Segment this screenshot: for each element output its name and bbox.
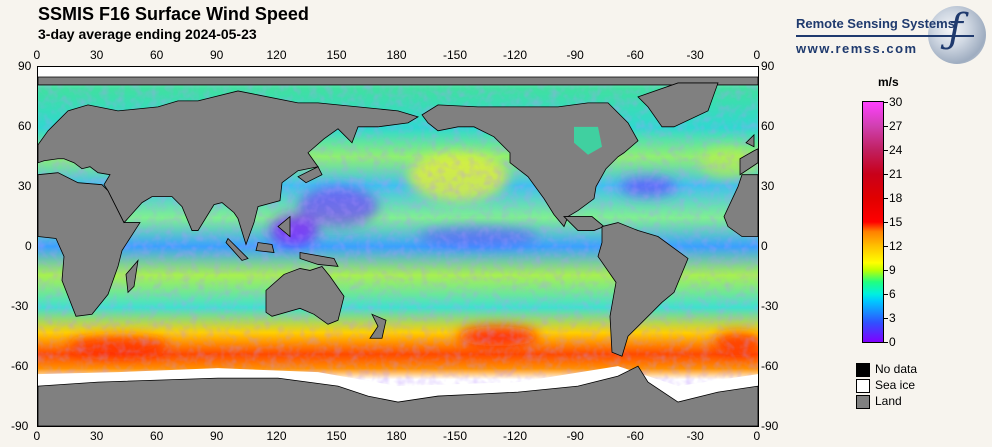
lon-label-bottom: 180 xyxy=(386,429,407,443)
lon-label-top: -120 xyxy=(503,48,528,62)
colorbar-tick-label: 30 xyxy=(889,95,903,109)
logo-name: Remote Sensing Systems xyxy=(796,16,955,31)
map-subtitle: 3-day average ending 2024-05-23 xyxy=(38,26,257,42)
colorbar-tick xyxy=(883,150,888,151)
lon-label-bottom: -150 xyxy=(443,429,468,443)
lon-label-bottom: -60 xyxy=(626,429,644,443)
lat-label-left: 30 xyxy=(18,179,32,193)
lon-label-top: -90 xyxy=(566,48,584,62)
colorbar-tick-label: 9 xyxy=(889,263,896,277)
colorbar-tick xyxy=(883,342,888,343)
map-title: SSMIS F16 Surface Wind Speed xyxy=(38,4,309,24)
wind-speed-map xyxy=(37,66,759,427)
lon-label-bottom: 60 xyxy=(150,429,164,443)
lon-label-bottom: -90 xyxy=(566,429,584,443)
legend-label: Sea ice xyxy=(875,378,916,392)
lon-label-top: 0 xyxy=(753,48,761,62)
legend-label: No data xyxy=(875,362,918,376)
colorbar-tick xyxy=(883,318,888,319)
colorbar-tick xyxy=(883,126,888,127)
lon-label-bottom: 150 xyxy=(326,429,347,443)
hudson-bay xyxy=(574,126,602,155)
lat-label-left: 0 xyxy=(25,239,32,253)
legend-label: Land xyxy=(875,394,902,408)
lon-label-top: 150 xyxy=(326,48,347,62)
colorbar xyxy=(862,101,884,343)
sea-ice-swatch xyxy=(856,379,870,393)
lat-label-right: 60 xyxy=(761,119,775,133)
lon-label-top: 0 xyxy=(33,48,41,62)
colorbar-tick-label: 15 xyxy=(889,215,903,229)
colorbar-tick-label: 0 xyxy=(889,335,896,349)
colorbar-tick xyxy=(883,222,888,223)
lat-label-right: -30 xyxy=(761,299,779,313)
lat-label-right: 30 xyxy=(761,179,775,193)
colorbar-tick-label: 27 xyxy=(889,119,903,133)
lon-label-top: 120 xyxy=(266,48,287,62)
colorbar-tick-label: 6 xyxy=(889,287,896,301)
colorbar-unit: m/s xyxy=(878,75,899,89)
lon-label-bottom: -30 xyxy=(686,429,704,443)
land xyxy=(38,76,758,426)
integral-icon: ƒ xyxy=(948,6,963,52)
lat-label-left: 90 xyxy=(18,59,32,73)
lat-label-left: 60 xyxy=(18,119,32,133)
colorbar-tick xyxy=(883,174,888,175)
lon-label-bottom: 120 xyxy=(266,429,287,443)
lat-label-left: -90 xyxy=(11,419,29,433)
colorbar-tick xyxy=(883,246,888,247)
colorbar-tick-label: 18 xyxy=(889,191,903,205)
lat-label-right: -60 xyxy=(761,359,779,373)
logo-url: www.remss.com xyxy=(796,41,918,56)
lat-label-right: -90 xyxy=(761,419,779,433)
lon-label-bottom: 90 xyxy=(210,429,224,443)
colorbar-tick xyxy=(883,294,888,295)
colorbar-tick-label: 21 xyxy=(889,167,903,181)
lon-label-top: 30 xyxy=(90,48,104,62)
colorbar-tick xyxy=(883,270,888,271)
colorbar-tick xyxy=(883,198,888,199)
rss-logo[interactable]: ƒ Remote Sensing Systems www.remss.com xyxy=(790,4,990,66)
lon-label-bottom: 0 xyxy=(33,429,41,443)
logo-divider xyxy=(796,35,974,37)
lat-label-right: 90 xyxy=(761,59,775,73)
lon-label-bottom: -120 xyxy=(503,429,528,443)
lon-label-top: -60 xyxy=(626,48,644,62)
lon-label-top: 90 xyxy=(210,48,224,62)
colorbar-tick-label: 24 xyxy=(889,143,903,157)
lon-label-bottom: 0 xyxy=(753,429,761,443)
lon-label-bottom: 30 xyxy=(90,429,104,443)
lat-label-left: -30 xyxy=(11,299,29,313)
land-swatch xyxy=(856,395,870,409)
lat-label-left: -60 xyxy=(11,359,29,373)
lon-label-top: 60 xyxy=(150,48,164,62)
colorbar-tick-label: 3 xyxy=(889,311,896,325)
lat-label-right: 0 xyxy=(761,239,768,253)
lon-label-top: -150 xyxy=(443,48,468,62)
colorbar-tick xyxy=(883,102,888,103)
colorbar-tick-label: 12 xyxy=(889,239,903,253)
lon-label-top: 180 xyxy=(386,48,407,62)
no-data-swatch xyxy=(856,363,870,377)
lon-label-top: -30 xyxy=(686,48,704,62)
